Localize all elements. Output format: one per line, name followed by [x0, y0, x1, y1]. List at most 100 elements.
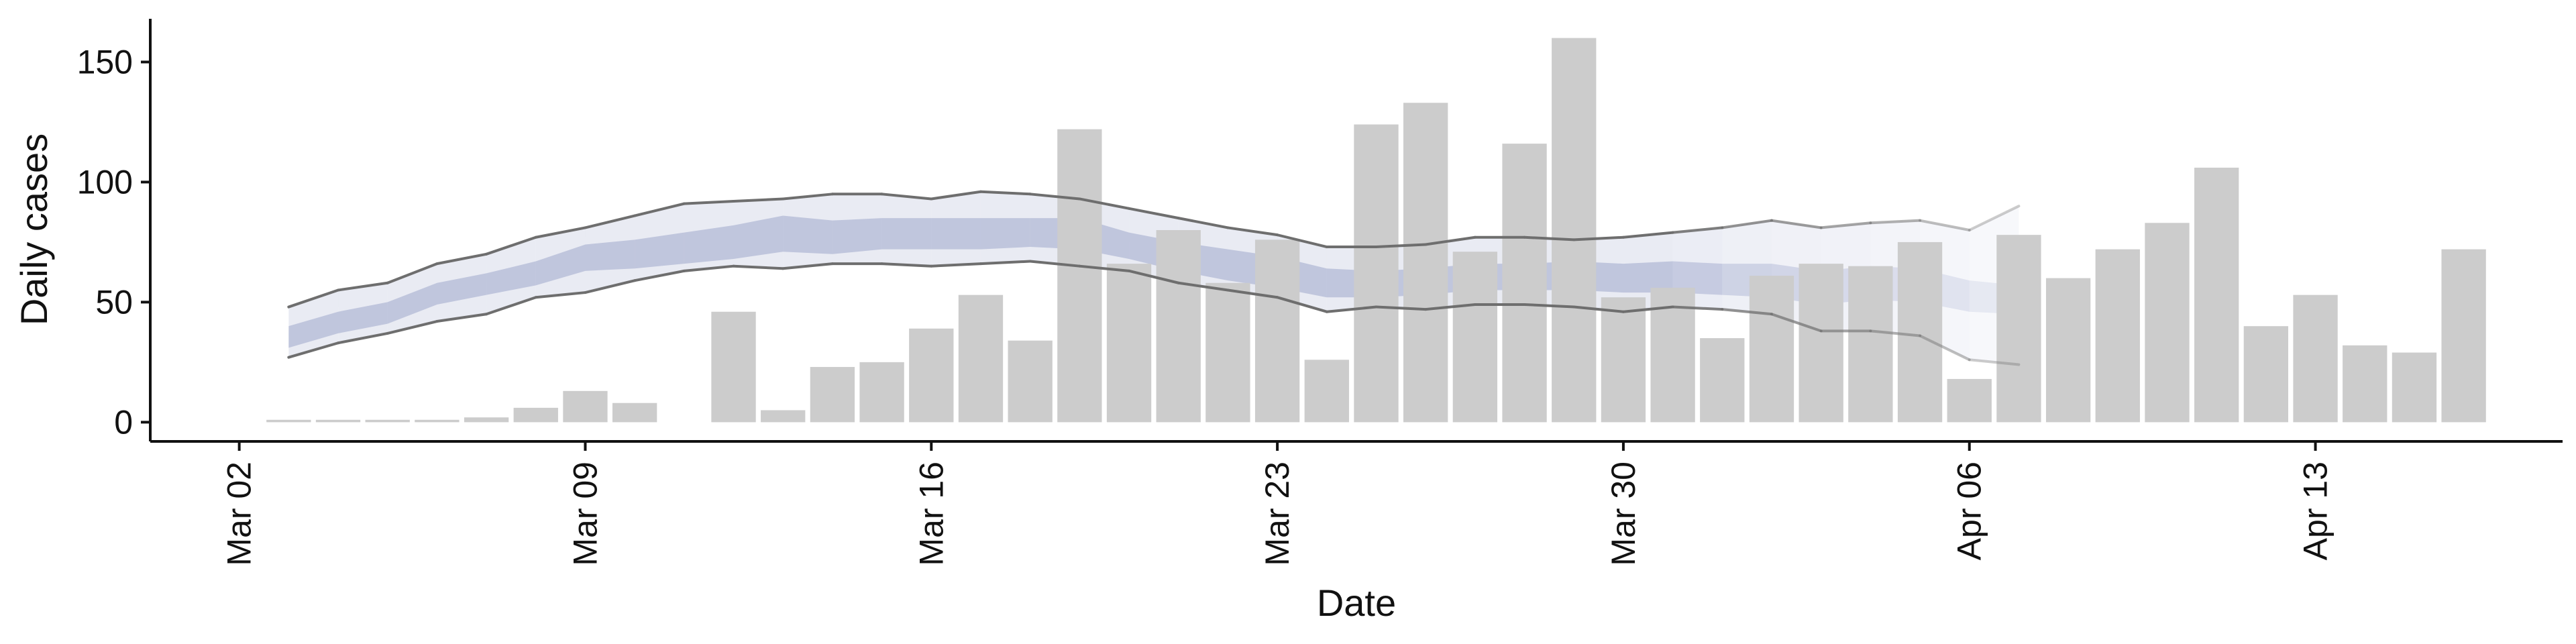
- bar: [1156, 230, 1201, 423]
- upper-bound-line-segment: [1621, 231, 1674, 239]
- bar: [1947, 378, 1992, 423]
- axis-layer: [149, 19, 2563, 443]
- inner-band-segment: [387, 282, 437, 324]
- inner-band-segment: [832, 218, 882, 254]
- lower-bound-line-segment: [1968, 358, 2021, 366]
- x-tick-label: Mar 30: [1605, 462, 1642, 566]
- x-tick-label: Apr 13: [2297, 462, 2334, 560]
- upper-bound-line-segment: [1028, 193, 1081, 201]
- lower-bound-line-segment: [1375, 305, 1428, 311]
- bar: [2194, 167, 2239, 423]
- inner-band-segment: [1623, 261, 1673, 293]
- bar: [1996, 235, 2041, 423]
- inner-band-segment: [881, 218, 932, 250]
- upper-bound-line-segment: [287, 288, 340, 309]
- inner-band-segment: [535, 244, 586, 286]
- upper-bound-line-segment: [1671, 226, 1724, 234]
- upper-bound-line-segment: [1869, 219, 1922, 225]
- bar: [1205, 282, 1250, 423]
- lower-bound-line-segment: [782, 262, 834, 270]
- lower-bound-line-segment: [1671, 305, 1724, 311]
- lower-bound-line-segment: [1523, 303, 1576, 309]
- bar: [2145, 223, 2190, 423]
- y-tick-label: 50: [95, 283, 133, 321]
- inner-band-segment: [1672, 261, 1723, 295]
- bar: [1601, 297, 1646, 423]
- x-tick-label: Mar 23: [1258, 462, 1296, 566]
- lower-bound-line-segment: [1919, 334, 1971, 362]
- upper-bound-line-segment: [1375, 243, 1428, 249]
- bound-line-layer: [287, 190, 2021, 366]
- upper-bound-line-segment: [1128, 207, 1180, 220]
- bar: [2343, 345, 2387, 423]
- bar: [1452, 252, 1498, 423]
- bar-layer: [266, 38, 2486, 423]
- bar: [1502, 144, 1547, 423]
- upper-bound-line-segment: [1721, 219, 1773, 229]
- outer-band-segment: [832, 194, 882, 264]
- inner-band-segment: [931, 218, 981, 250]
- lower-bound-line-segment: [1028, 260, 1081, 268]
- bar: [1304, 360, 1349, 423]
- x-tick-label: Mar 09: [566, 462, 604, 566]
- upper-bound-line-segment: [485, 235, 537, 256]
- bar: [1700, 338, 1745, 423]
- bar: [2441, 249, 2486, 423]
- y-tick-label: 0: [114, 403, 133, 441]
- upper-bound-line-segment: [1572, 235, 1625, 241]
- bar: [2045, 278, 2091, 423]
- lower-bound-line-segment: [287, 341, 340, 359]
- lower-bound-line-segment: [1276, 296, 1328, 313]
- outer-band-segment: [288, 290, 339, 358]
- lower-bound-line-segment: [485, 296, 537, 316]
- outer-band-segment: [783, 194, 833, 269]
- upper-bound-line-segment: [1226, 226, 1279, 237]
- bar: [563, 390, 608, 423]
- upper-bound-line-segment: [1078, 197, 1131, 210]
- inner-band-segment: [437, 273, 487, 305]
- x-axis-title: Date: [1317, 582, 1396, 624]
- upper-bound-line-segment: [1770, 219, 1823, 229]
- lower-bound-line-segment: [1621, 305, 1674, 313]
- inner-band-segment: [585, 239, 635, 271]
- upper-bound-line-segment: [1523, 235, 1576, 241]
- lower-bound-line-segment: [386, 320, 439, 335]
- lower-bound-line-segment: [1128, 269, 1180, 284]
- bar: [1749, 276, 1794, 423]
- upper-bound-line-segment: [682, 200, 735, 205]
- outer-band-segment: [684, 201, 734, 271]
- x-tick-layer: Mar 02 Mar 09 Mar 16 Mar 23 Mar 30 Apr 06 Apr …: [221, 441, 2334, 566]
- inner-band-segment: [684, 225, 734, 264]
- upper-bound-line-segment: [1968, 205, 2021, 231]
- bar: [1106, 264, 1152, 423]
- y-tick-layer: 0 50 100 150: [77, 43, 150, 441]
- outer-band-segment: [881, 194, 932, 266]
- upper-bound-line-segment: [1819, 221, 1872, 229]
- inner-band-segment: [733, 215, 784, 259]
- bar: [1403, 103, 1448, 423]
- upper-bound-line-segment: [930, 190, 982, 201]
- outer-band-segment: [535, 227, 586, 298]
- upper-bound-line-segment: [880, 193, 933, 201]
- upper-bound-line-segment: [1424, 235, 1477, 246]
- lower-bound-line-segment: [1721, 308, 1773, 316]
- outer-band-segment: [437, 254, 487, 322]
- bar: [1897, 241, 1943, 423]
- outer-band-segment: [387, 264, 437, 333]
- upper-bound-line-segment: [584, 214, 637, 229]
- bar: [761, 410, 806, 423]
- upper-bound-line-segment: [1919, 219, 1971, 231]
- bar: [2243, 326, 2289, 423]
- lower-bound-line-segment: [732, 264, 785, 270]
- outer-band-segment: [585, 215, 635, 293]
- lower-bound-line-segment: [1770, 313, 1823, 333]
- lower-bound-line-segment: [979, 260, 1032, 266]
- bar: [1799, 264, 1843, 423]
- upper-bound-line-segment: [534, 226, 587, 239]
- lower-bound-line-segment: [584, 279, 637, 294]
- upper-bound-line-segment: [1177, 217, 1230, 229]
- bar: [810, 367, 855, 423]
- lower-bound-line-segment: [1177, 281, 1230, 292]
- lower-bound-line-segment: [1325, 305, 1378, 313]
